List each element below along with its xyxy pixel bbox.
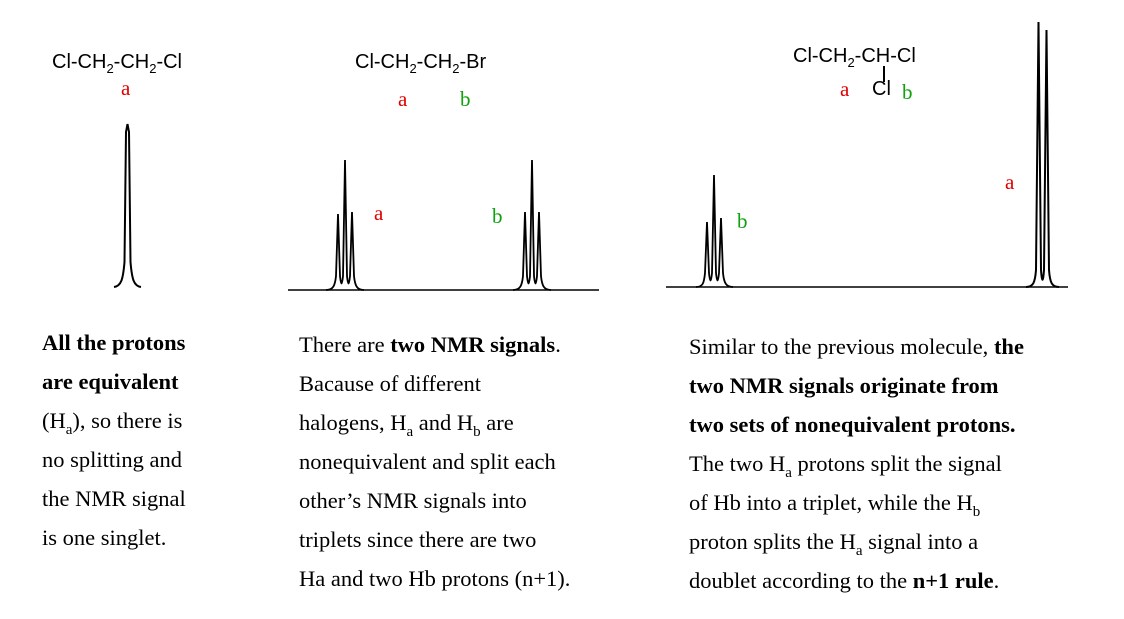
spectrum-singlet — [113, 123, 142, 288]
proton-label-b: b — [460, 87, 471, 111]
panel2-description: There are two NMR signals. Bacause of di… — [299, 332, 571, 591]
spectrum-triplet-a — [325, 159, 365, 291]
proton-label-b: b — [902, 80, 913, 104]
formula-bromochloroethane: Cl-CH2-CH2-Br — [355, 51, 487, 76]
spectrum-doublet-a — [1025, 21, 1060, 288]
spectrum-triplet-b — [512, 159, 552, 291]
panel3-description: Similar to the previous molecule, the tw… — [689, 334, 1024, 593]
peak-label-b: b — [492, 204, 503, 228]
formula-dichloroethane: Cl-CH2-CH2-Cl — [52, 51, 182, 76]
formula-trichloroethane: Cl-CH2-CH-Cl — [793, 45, 916, 70]
proton-label-a: a — [398, 87, 408, 111]
proton-label-a: a — [121, 76, 131, 100]
peak-label-a: a — [374, 201, 384, 225]
spectrum-triplet-b — [695, 174, 734, 288]
proton-label-a: a — [840, 77, 850, 101]
peak-label-a: a — [1005, 170, 1015, 194]
peak-label-b: b — [737, 209, 748, 233]
panel1-description: All the protons are equivalent (Ha), so … — [42, 330, 186, 550]
bond-line — [883, 66, 885, 82]
formula-branch-cl: Cl — [872, 78, 891, 100]
